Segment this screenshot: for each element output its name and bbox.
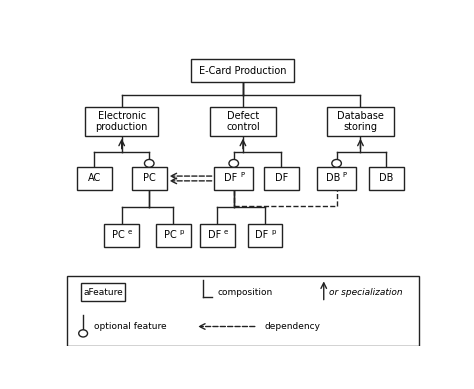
Text: Defect
control: Defect control bbox=[226, 111, 260, 132]
Text: PC: PC bbox=[164, 230, 176, 240]
Text: DF: DF bbox=[224, 173, 237, 184]
Text: DF: DF bbox=[208, 230, 221, 240]
FancyBboxPatch shape bbox=[77, 167, 111, 190]
FancyBboxPatch shape bbox=[82, 283, 125, 301]
FancyBboxPatch shape bbox=[317, 167, 356, 190]
Text: dependency: dependency bbox=[265, 322, 321, 331]
Text: P: P bbox=[343, 172, 347, 178]
Text: DF: DF bbox=[275, 173, 288, 184]
Text: optional feature: optional feature bbox=[94, 322, 167, 331]
FancyBboxPatch shape bbox=[155, 224, 191, 247]
FancyBboxPatch shape bbox=[191, 60, 294, 82]
Text: p: p bbox=[179, 229, 184, 235]
Text: composition: composition bbox=[217, 287, 273, 296]
Text: aFeature: aFeature bbox=[83, 287, 123, 296]
FancyBboxPatch shape bbox=[66, 276, 419, 346]
Circle shape bbox=[145, 159, 154, 167]
Text: E-Card Production: E-Card Production bbox=[199, 66, 287, 75]
Text: p: p bbox=[271, 229, 275, 235]
Text: PC: PC bbox=[112, 230, 125, 240]
Text: AC: AC bbox=[88, 173, 101, 184]
FancyBboxPatch shape bbox=[369, 167, 404, 190]
FancyBboxPatch shape bbox=[200, 224, 235, 247]
Text: e: e bbox=[128, 229, 132, 235]
Circle shape bbox=[229, 159, 238, 167]
Text: DB: DB bbox=[327, 173, 341, 184]
FancyBboxPatch shape bbox=[214, 167, 253, 190]
Text: DF: DF bbox=[255, 230, 269, 240]
Text: P: P bbox=[240, 172, 244, 178]
FancyBboxPatch shape bbox=[132, 167, 167, 190]
Text: Database
storing: Database storing bbox=[337, 111, 384, 132]
Text: PC: PC bbox=[143, 173, 155, 184]
Text: or specialization: or specialization bbox=[329, 287, 403, 296]
FancyBboxPatch shape bbox=[104, 224, 139, 247]
FancyBboxPatch shape bbox=[328, 107, 393, 136]
Circle shape bbox=[332, 159, 341, 167]
Text: DB: DB bbox=[379, 173, 393, 184]
FancyBboxPatch shape bbox=[210, 107, 276, 136]
Circle shape bbox=[79, 330, 88, 337]
Text: Electronic
production: Electronic production bbox=[96, 111, 148, 132]
FancyBboxPatch shape bbox=[264, 167, 299, 190]
FancyBboxPatch shape bbox=[85, 107, 158, 136]
FancyBboxPatch shape bbox=[247, 224, 283, 247]
Text: e: e bbox=[223, 229, 228, 235]
